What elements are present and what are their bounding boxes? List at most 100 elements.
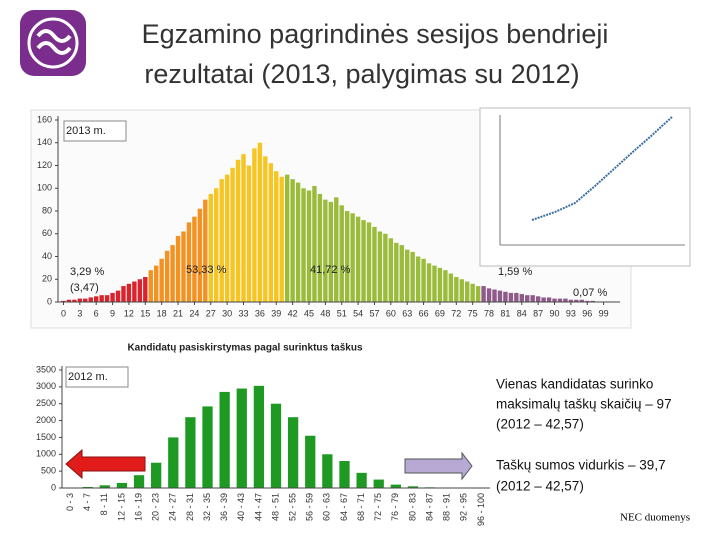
x-tick-label: 30 xyxy=(222,308,232,318)
note: Taškų sumos vidurkis – 39,7 xyxy=(496,458,666,473)
bar xyxy=(154,265,159,302)
bar xyxy=(168,437,179,488)
bar xyxy=(268,163,273,302)
bar xyxy=(334,197,339,302)
bar xyxy=(356,472,367,488)
y-tick-label: 100 xyxy=(37,183,52,193)
bar xyxy=(339,205,344,302)
bar xyxy=(235,159,241,302)
bar xyxy=(159,258,164,302)
bar xyxy=(115,290,121,302)
bar xyxy=(132,281,137,302)
x-tick-label: 6 xyxy=(94,308,99,318)
y-tick-label: 140 xyxy=(37,137,52,147)
bar xyxy=(185,417,196,488)
bar xyxy=(344,211,350,302)
y-tick-label: 0 xyxy=(51,482,56,492)
bar xyxy=(366,222,372,302)
bar xyxy=(208,193,213,302)
bar xyxy=(481,286,486,302)
y-tick-label: 500 xyxy=(41,466,56,476)
x-tick-label: 63 xyxy=(402,308,412,318)
y-tick-label: 1000 xyxy=(36,449,56,459)
annotation: 2013 m. xyxy=(66,125,106,137)
x-tick-label: 56 - 59 xyxy=(305,493,315,521)
chart-label: 2012 m. xyxy=(68,371,108,383)
x-tick-label: 27 xyxy=(206,308,216,318)
bar xyxy=(88,297,93,302)
bar xyxy=(475,286,481,302)
bar xyxy=(497,290,503,302)
bar xyxy=(448,273,454,302)
annotation: 0,07 % xyxy=(573,287,607,299)
bar xyxy=(525,295,530,302)
bar xyxy=(317,193,323,302)
bar xyxy=(61,300,66,302)
bar xyxy=(263,156,268,302)
x-tick-label: 78 xyxy=(484,308,494,318)
x-tick-label: 64 - 67 xyxy=(339,493,349,521)
bar xyxy=(443,270,448,302)
bar xyxy=(465,281,470,302)
bar xyxy=(219,391,230,488)
note: (2012 – 42,57) xyxy=(496,417,584,432)
x-tick-label: 81 xyxy=(500,308,510,318)
bar xyxy=(339,461,350,488)
bar xyxy=(323,199,328,302)
bar xyxy=(110,292,115,302)
bar xyxy=(66,299,72,302)
x-tick-label: 40 - 43 xyxy=(236,493,246,521)
x-tick-label: 84 - 87 xyxy=(424,493,434,521)
bar xyxy=(219,179,224,302)
bar xyxy=(77,298,83,302)
bar xyxy=(377,231,383,302)
bar xyxy=(181,231,186,302)
x-tick-label: 60 - 63 xyxy=(322,493,332,521)
bar xyxy=(197,208,203,302)
bar xyxy=(426,263,432,302)
bar xyxy=(405,249,410,302)
x-tick-label: 88 - 91 xyxy=(442,493,452,521)
x-tick-label: 24 - 27 xyxy=(168,493,178,521)
bar xyxy=(246,165,252,302)
title-line: Egzamino pagrindinės sesijos bendrieji xyxy=(142,19,609,49)
x-tick-label: 44 - 47 xyxy=(253,493,263,521)
chart-caption: Kandidatų pasiskirstymas pagal surinktus… xyxy=(127,343,363,354)
bar xyxy=(257,142,263,302)
x-tick-label: 45 xyxy=(304,308,314,318)
bar xyxy=(104,295,110,302)
x-tick-label: 60 xyxy=(386,308,396,318)
bar xyxy=(394,242,399,302)
x-tick-label: 33 xyxy=(239,308,249,318)
bar xyxy=(287,417,299,488)
x-tick-label: 99 xyxy=(599,308,609,318)
bar xyxy=(541,297,546,302)
bar xyxy=(373,479,384,488)
bar xyxy=(590,300,595,302)
right-arrow xyxy=(404,451,473,481)
bar xyxy=(552,298,557,302)
bar xyxy=(214,188,219,302)
bar xyxy=(224,174,230,302)
x-tick-label: 72 - 75 xyxy=(373,493,383,521)
note: (2012 – 42,57) xyxy=(496,479,584,494)
y-tick-label: 1500 xyxy=(36,432,56,442)
x-tick-label: 90 xyxy=(550,308,560,318)
bar xyxy=(350,213,355,302)
x-tick-label: 96 xyxy=(582,308,592,318)
x-tick-label: 87 xyxy=(533,308,543,318)
bar xyxy=(421,258,426,302)
bar xyxy=(284,174,290,302)
bar xyxy=(508,292,514,302)
annotation: (3,47) xyxy=(70,282,99,294)
bar xyxy=(579,299,585,302)
logo xyxy=(20,10,86,76)
x-tick-label: 68 - 71 xyxy=(356,493,366,521)
x-tick-label: 84 xyxy=(517,308,527,318)
x-tick-label: 12 - 15 xyxy=(116,493,126,521)
left-arrow xyxy=(65,448,146,480)
bar xyxy=(361,220,366,302)
x-tick-label: 12 xyxy=(124,308,134,318)
bar xyxy=(203,199,208,302)
